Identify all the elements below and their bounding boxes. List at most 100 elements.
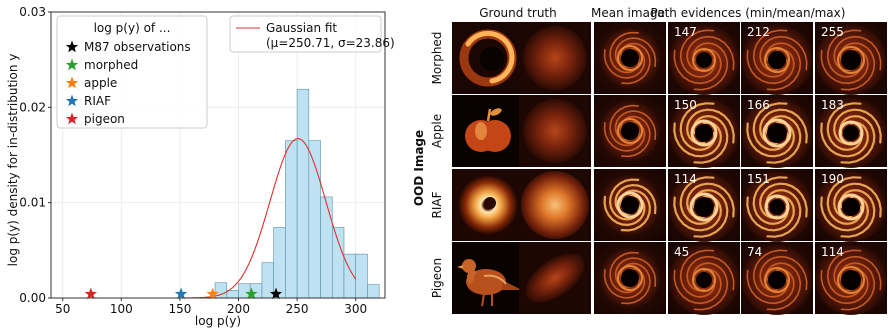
fit-legend-label: Gaussian fit — [266, 21, 337, 35]
path-evidence-value: 114 — [821, 245, 844, 259]
photon-ring — [764, 47, 790, 73]
row-label: Morphed — [430, 32, 444, 85]
star-marker — [84, 287, 98, 300]
shadow — [841, 50, 861, 70]
histogram-bar — [367, 284, 380, 299]
swirl-arm — [673, 48, 722, 85]
apple-highlight — [475, 122, 487, 140]
shadow — [696, 52, 712, 68]
image-rows: Morphed 147 212 255 Apple 150 166 183 RIAF 114 151… — [430, 22, 887, 315]
shadow — [621, 269, 639, 287]
shadow — [768, 271, 786, 289]
swirl-arm — [820, 121, 869, 158]
blurred-blob — [521, 171, 589, 239]
shadow — [841, 270, 861, 290]
path-evidence-value: 166 — [747, 98, 770, 112]
marker-legend-title: log p(y) of ... — [94, 21, 171, 35]
ring-center — [480, 47, 504, 71]
path-evidence-value: 255 — [821, 25, 844, 39]
column-header: Path evidences (min/mean/max) — [651, 6, 846, 20]
image-row: RIAF 114 151 190 — [430, 169, 887, 242]
y-tick-label: 0.03 — [19, 5, 46, 19]
legend-star — [65, 112, 79, 125]
path-evidence-value: 151 — [747, 172, 770, 186]
pigeon-tail — [502, 280, 522, 290]
swirl-arm — [746, 48, 795, 85]
x-axis-ticks: 50 100 150 200 250 300 — [55, 298, 367, 316]
y-tick-label: 0.00 — [19, 291, 46, 305]
swirl-arm — [673, 268, 722, 305]
y-tick-label: 0.01 — [19, 196, 46, 210]
shadow — [768, 51, 786, 69]
histogram-bar — [355, 253, 368, 299]
x-tick-label: 150 — [168, 302, 191, 316]
path-evidence-value: 190 — [821, 172, 844, 186]
pigeon-beak — [457, 265, 463, 269]
legend-star — [65, 94, 79, 107]
photon-ring — [837, 266, 865, 294]
legend-entry: apple — [84, 76, 117, 90]
path-evidence-value: 147 — [674, 25, 697, 39]
swirl-arm — [765, 189, 802, 238]
swirl-arm — [839, 115, 876, 164]
swirl-arm — [679, 249, 716, 298]
swirl-arm — [833, 108, 882, 145]
photon-ring — [617, 265, 643, 291]
swirl-arm — [746, 195, 795, 232]
photon-ring — [692, 268, 716, 292]
fit-legend-box — [229, 15, 382, 53]
row-label: Apple — [430, 114, 444, 148]
x-tick-label: 100 — [110, 302, 133, 316]
photon-ring — [764, 267, 790, 293]
shadow — [695, 124, 713, 142]
legend-entry: morphed — [84, 58, 138, 72]
swirl-arm — [692, 262, 729, 311]
histogram-chart: 50 100 150 200 250 300 0.00 0.01 0.02 0.03 log p… — [6, 5, 395, 328]
path-evidence-value: 74 — [747, 245, 762, 259]
swirl-arm — [692, 42, 729, 91]
x-tick-label: 200 — [227, 302, 250, 316]
star-marker — [206, 287, 219, 300]
photon-ring — [616, 191, 644, 219]
shadow — [769, 199, 785, 215]
legend-entry: M87 observations — [84, 40, 191, 54]
column-header: Ground truth — [479, 6, 557, 20]
photon-ring — [837, 193, 865, 221]
plot-frame — [50, 11, 386, 299]
star-marker — [269, 287, 283, 300]
star-markers — [84, 287, 283, 300]
legend-entry: RIAF — [84, 94, 111, 108]
histogram-bar — [285, 140, 298, 299]
path-evidence-value: 114 — [674, 172, 697, 186]
fit-legend: Gaussian fit (μ=250.71, σ=23.86) — [229, 15, 395, 53]
photon-ring — [692, 48, 716, 72]
swirl-arm — [752, 249, 789, 298]
photon-ring — [690, 119, 718, 147]
riaf-center — [484, 197, 496, 209]
row-label: RIAF — [430, 191, 444, 218]
shadow — [694, 197, 714, 217]
swirl-arm — [679, 29, 716, 78]
side-label-ood: OOD Image — [412, 130, 426, 206]
pigeon-neck — [466, 267, 477, 285]
image-row: Morphed 147 212 255 — [430, 22, 887, 95]
histogram-bar — [238, 283, 251, 299]
blurred-blob — [523, 26, 587, 90]
swirl-arm — [759, 182, 808, 219]
marker-legend-box — [56, 15, 208, 129]
path-evidence-value: 183 — [821, 98, 844, 112]
marker-legend: log p(y) of ... M87 observations morphed a… — [56, 15, 208, 129]
histogram-bar — [320, 196, 333, 299]
photon-ring — [838, 120, 864, 146]
histogram-bar — [226, 290, 239, 299]
column-header: Mean image — [591, 6, 665, 20]
swirl-arm — [765, 42, 802, 91]
histogram-bar — [296, 88, 310, 299]
row-label: Pigeon — [430, 258, 444, 298]
swirl-arm — [752, 29, 789, 78]
swirl-arm — [826, 102, 863, 151]
pigeon-body — [466, 269, 506, 295]
y-axis-ticks: 0.00 0.01 0.02 0.03 — [19, 5, 51, 305]
path-evidence-value: 45 — [674, 245, 689, 259]
